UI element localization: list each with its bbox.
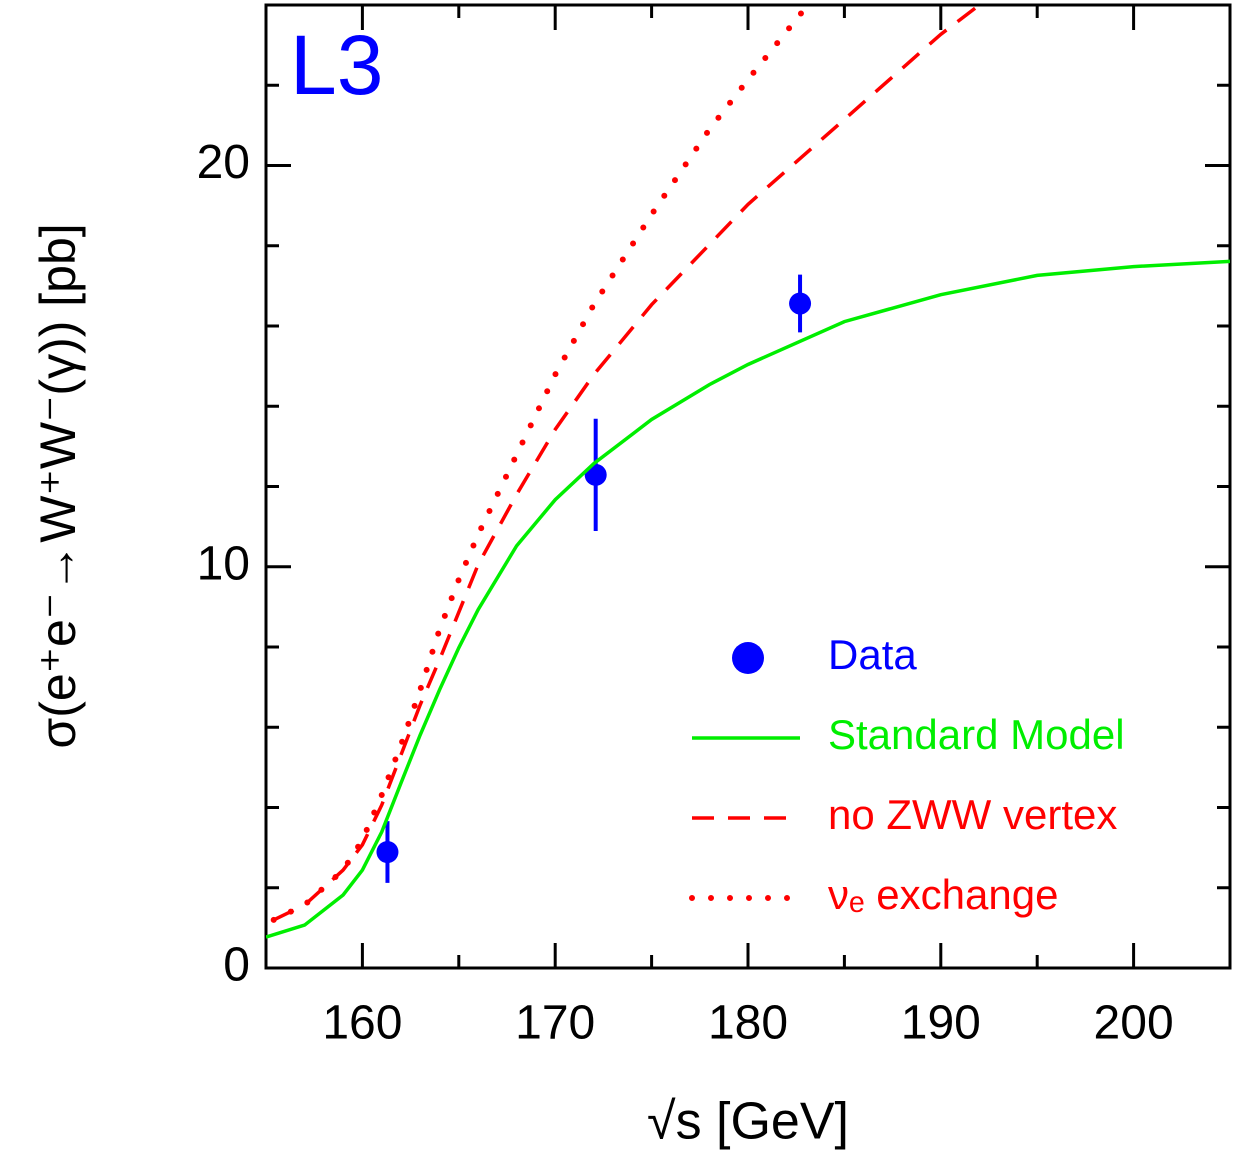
x-tick-label: 180	[708, 997, 788, 1050]
series-line	[272, 5, 981, 922]
legend-label: Standard Model	[828, 711, 1125, 758]
x-tick-label: 160	[322, 997, 402, 1050]
legend-marker	[732, 642, 764, 674]
x-tick-label: 170	[515, 997, 595, 1050]
y-tick-label: 20	[197, 136, 250, 189]
legend-label: no ZWW vertex	[828, 791, 1117, 838]
chart-title: L3	[290, 18, 383, 112]
y-tick-label: 10	[197, 537, 250, 590]
data-point	[376, 841, 399, 864]
data-point	[789, 292, 812, 315]
x-axis-label: √s [GeV]	[647, 1093, 849, 1151]
series-line	[270, 5, 809, 923]
x-tick-label: 200	[1094, 997, 1174, 1050]
series-line	[266, 259, 1230, 939]
y-axis-label: σ(e⁺e⁻→W⁺W⁻(γ)) [pb]	[30, 223, 86, 748]
legend-label: Data	[828, 631, 917, 678]
x-tick-label: 190	[901, 997, 981, 1050]
y-tick-label: 0	[223, 939, 250, 992]
legend-label: νₑ exchange	[828, 871, 1058, 918]
